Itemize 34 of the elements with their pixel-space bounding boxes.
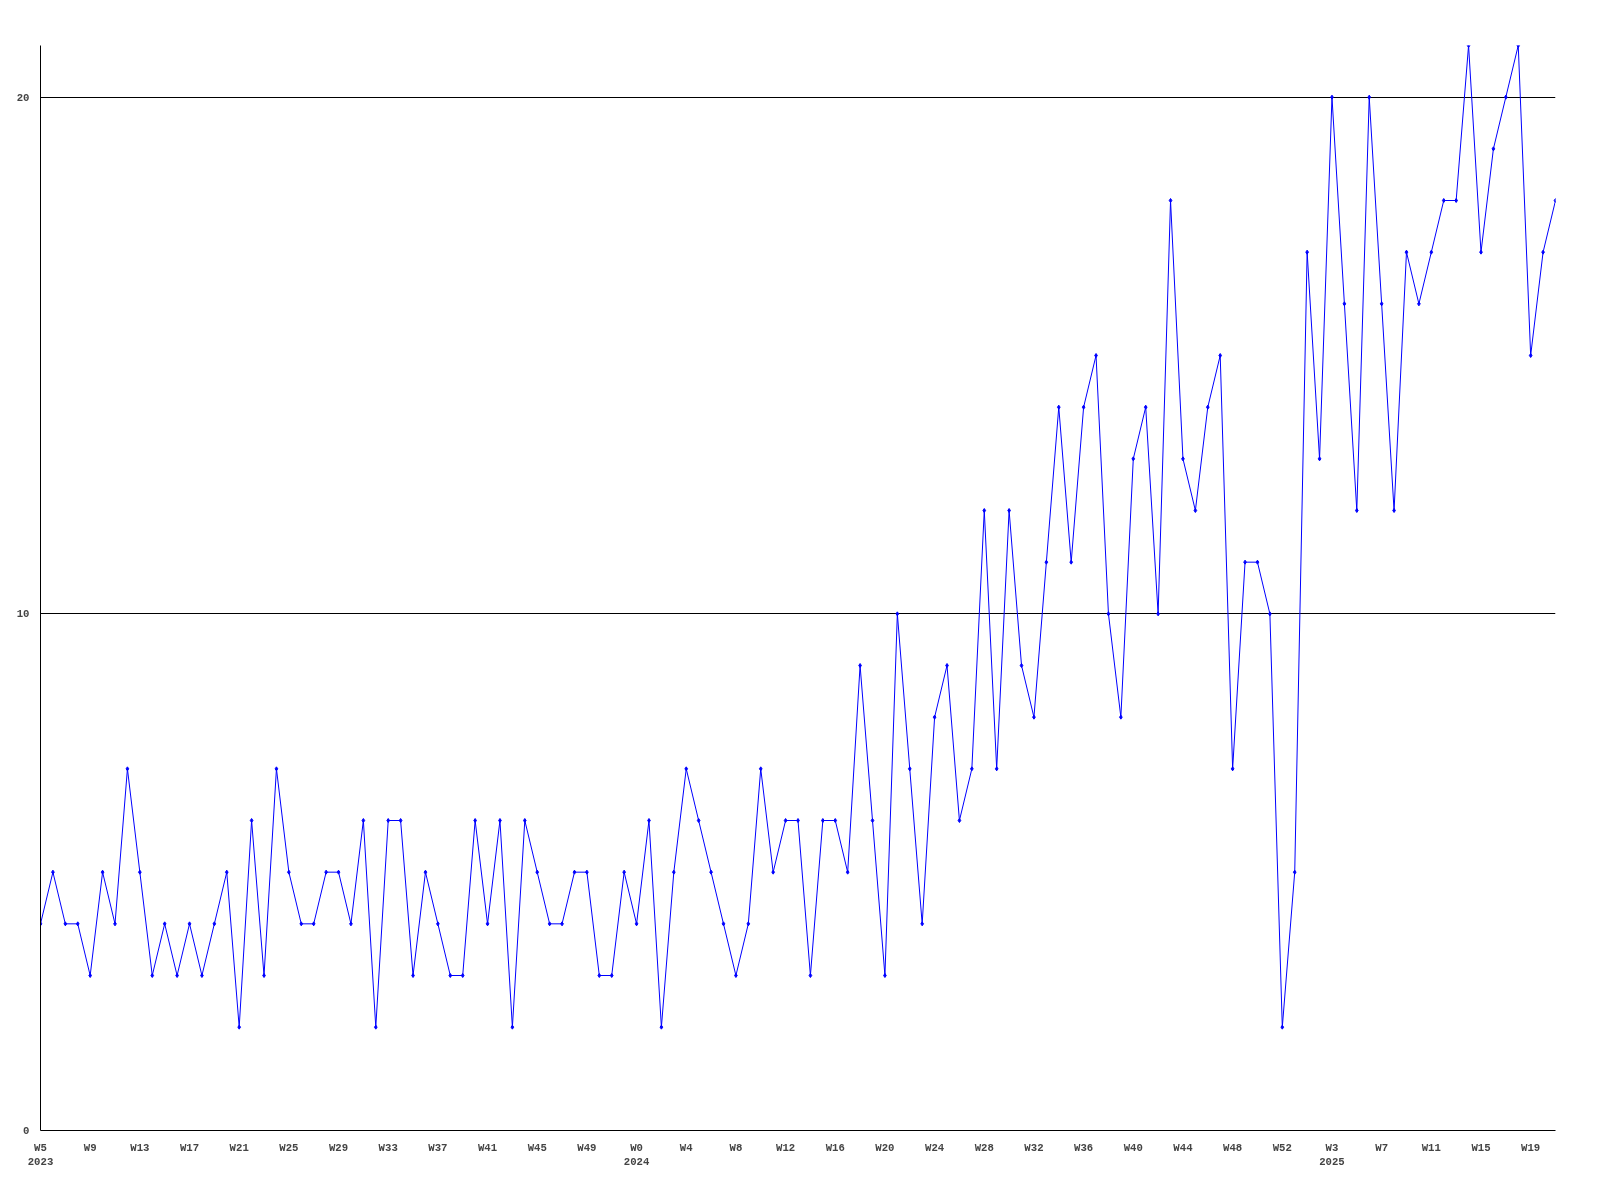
x-tick-label: W40 — [1123, 1141, 1143, 1154]
x-tick-label: W8 — [729, 1141, 743, 1154]
x-tick-label: W45 — [527, 1141, 547, 1154]
x-tick-label: W25 — [279, 1141, 299, 1154]
x-tick-label: W16 — [825, 1141, 845, 1154]
y-tick-label: 20 — [16, 91, 30, 104]
x-tick-label: W21 — [229, 1141, 249, 1154]
x-tick-label: W9 — [83, 1141, 97, 1154]
x-tick-label: W12 — [775, 1141, 796, 1154]
x-tick-label: W4 — [679, 1141, 694, 1154]
x-tick-label: W37 — [428, 1141, 448, 1154]
y-tick-label: 0 — [23, 1125, 30, 1137]
x-tick-label: W29 — [328, 1141, 349, 1154]
x-tick-label: W33 — [378, 1141, 398, 1154]
x-tick-label: W52 — [1272, 1141, 1292, 1154]
x-tick-label: W3 2025 — [1319, 1141, 1345, 1168]
x-tick-label: W17 — [179, 1141, 200, 1154]
x-tick-label: W32 — [1024, 1141, 1044, 1154]
y-tick-label: 10 — [16, 608, 30, 621]
x-tick-label: W20 — [875, 1141, 895, 1154]
x-tick-label: W19 — [1521, 1141, 1541, 1154]
x-tick-label: W24 — [925, 1141, 945, 1154]
x-tick-label: W13 — [130, 1141, 150, 1154]
x-tick-label: W36 — [1074, 1141, 1094, 1154]
x-tick-label: W48 — [1223, 1141, 1243, 1154]
x-tick-label: W44 — [1173, 1141, 1194, 1154]
x-tick-label: W28 — [974, 1141, 994, 1154]
x-tick-label: W0 2024 — [623, 1141, 650, 1168]
x-tick-label: W7 — [1375, 1141, 1389, 1154]
x-tick-label: W41 — [477, 1141, 498, 1154]
x-tick-label: W15 — [1471, 1141, 1491, 1154]
x-tick-label: W11 — [1421, 1141, 1441, 1154]
x-tick-label: W5 2023 — [27, 1141, 54, 1168]
x-tick-label: W49 — [577, 1141, 597, 1154]
